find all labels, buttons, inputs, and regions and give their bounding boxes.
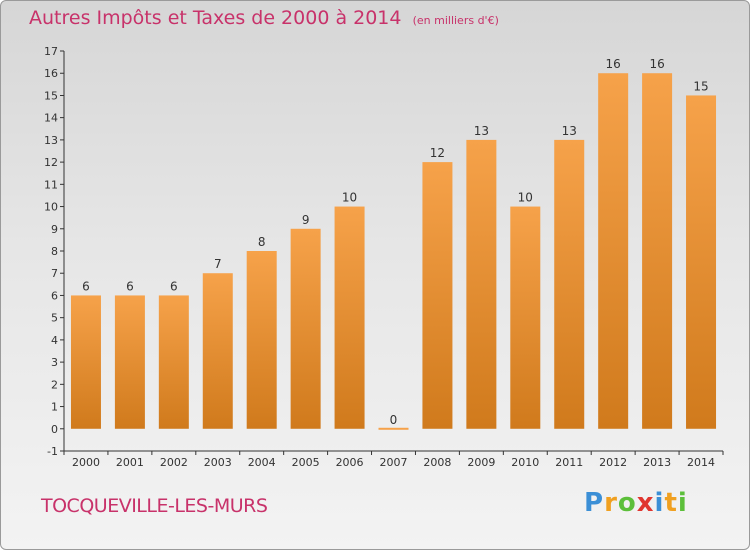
y-tick-label: 13 (44, 134, 58, 147)
x-tick-label-2004: 2004 (248, 456, 276, 469)
bar-2013 (642, 73, 673, 429)
y-tick-label: 12 (44, 156, 58, 169)
logo-letter: P (584, 488, 605, 518)
data-label-2005: 9 (302, 213, 310, 227)
x-tick-label-2013: 2013 (643, 456, 671, 469)
chart-title-block: Autres Impôts et Taxes de 2000 à 2014 (e… (29, 7, 499, 29)
data-label-2011: 13 (562, 124, 577, 138)
y-tick-label: 6 (51, 289, 58, 302)
y-tick-label: 15 (44, 89, 58, 102)
x-tick-label-2002: 2002 (160, 456, 188, 469)
data-label-2007: 0 (390, 413, 398, 427)
bar-2011 (554, 139, 585, 429)
data-label-2001: 6 (126, 279, 134, 293)
logo-letter: o (617, 488, 637, 518)
chart-unit: (en milliers d'€) (412, 14, 499, 27)
x-tick-label-2011: 2011 (555, 456, 583, 469)
chart-title: Autres Impôts et Taxes de 2000 à 2014 (29, 7, 402, 29)
y-tick-label: 7 (51, 267, 58, 280)
y-tick-label: 9 (51, 223, 58, 236)
data-label-2012: 16 (606, 57, 621, 71)
data-label-2003: 7 (214, 257, 222, 271)
bar-2005 (290, 228, 321, 429)
y-tick-label: 16 (44, 67, 58, 80)
y-tick-label: 4 (51, 334, 58, 347)
data-label-2013: 16 (649, 57, 664, 71)
logo-letter: i (654, 488, 665, 518)
bar-2002 (158, 295, 189, 429)
logo-letter: t (664, 488, 678, 518)
chart-labels: 6 2000 6 2001 6 2002 7 2003 8 2004 9 2005 10 2006 0 200… (72, 57, 715, 469)
bar-2010 (510, 206, 541, 429)
data-label-2008: 12 (430, 146, 445, 160)
data-label-2004: 8 (258, 235, 266, 249)
x-tick-label-2005: 2005 (292, 456, 320, 469)
commune-name: TOCQUEVILLE-LES-MURS (41, 495, 268, 517)
data-label-2000: 6 (82, 279, 90, 293)
data-label-2010: 10 (518, 191, 533, 205)
bar-2004 (246, 251, 277, 429)
bar-2008 (422, 162, 453, 429)
chart-bars (70, 73, 717, 430)
bar-2006 (334, 206, 365, 429)
x-tick-label-2009: 2009 (467, 456, 495, 469)
bar-2012 (598, 73, 629, 429)
proxiti-logo: Proxiti (584, 488, 688, 518)
y-tick-label: 17 (44, 45, 58, 58)
bar-2014 (686, 95, 717, 429)
data-label-2014: 15 (693, 79, 708, 93)
y-tick-label: 3 (51, 356, 58, 369)
data-label-2002: 6 (170, 279, 178, 293)
x-tick-label-2003: 2003 (204, 456, 232, 469)
logo-letter: i (677, 488, 688, 518)
y-tick-label: 14 (44, 112, 58, 125)
y-tick-label: 11 (44, 178, 58, 191)
bar-2003 (202, 273, 233, 429)
y-tick-label: 8 (51, 245, 58, 258)
logo-letter: x (636, 488, 655, 518)
x-tick-label-2014: 2014 (687, 456, 715, 469)
y-tick-label: 1 (51, 401, 58, 414)
x-tick-label-2008: 2008 (423, 456, 451, 469)
logo-letter: r (604, 488, 618, 518)
x-tick-label-2006: 2006 (336, 456, 364, 469)
x-tick-label-2012: 2012 (599, 456, 627, 469)
x-tick-label-2010: 2010 (511, 456, 539, 469)
y-tick-label: -1 (47, 445, 58, 458)
data-label-2009: 13 (474, 124, 489, 138)
y-tick-label: 2 (51, 378, 58, 391)
x-tick-label-2001: 2001 (116, 456, 144, 469)
y-tick-label: 10 (44, 201, 58, 214)
bar-2001 (114, 295, 145, 429)
bar-2000 (70, 295, 101, 429)
y-tick-label: 5 (51, 312, 58, 325)
bar-2007 (378, 427, 409, 430)
x-tick-label-2000: 2000 (72, 456, 100, 469)
y-tick-label: 0 (51, 423, 58, 436)
bar-2009 (466, 139, 497, 429)
x-tick-label-2007: 2007 (380, 456, 408, 469)
data-label-2006: 10 (342, 191, 357, 205)
